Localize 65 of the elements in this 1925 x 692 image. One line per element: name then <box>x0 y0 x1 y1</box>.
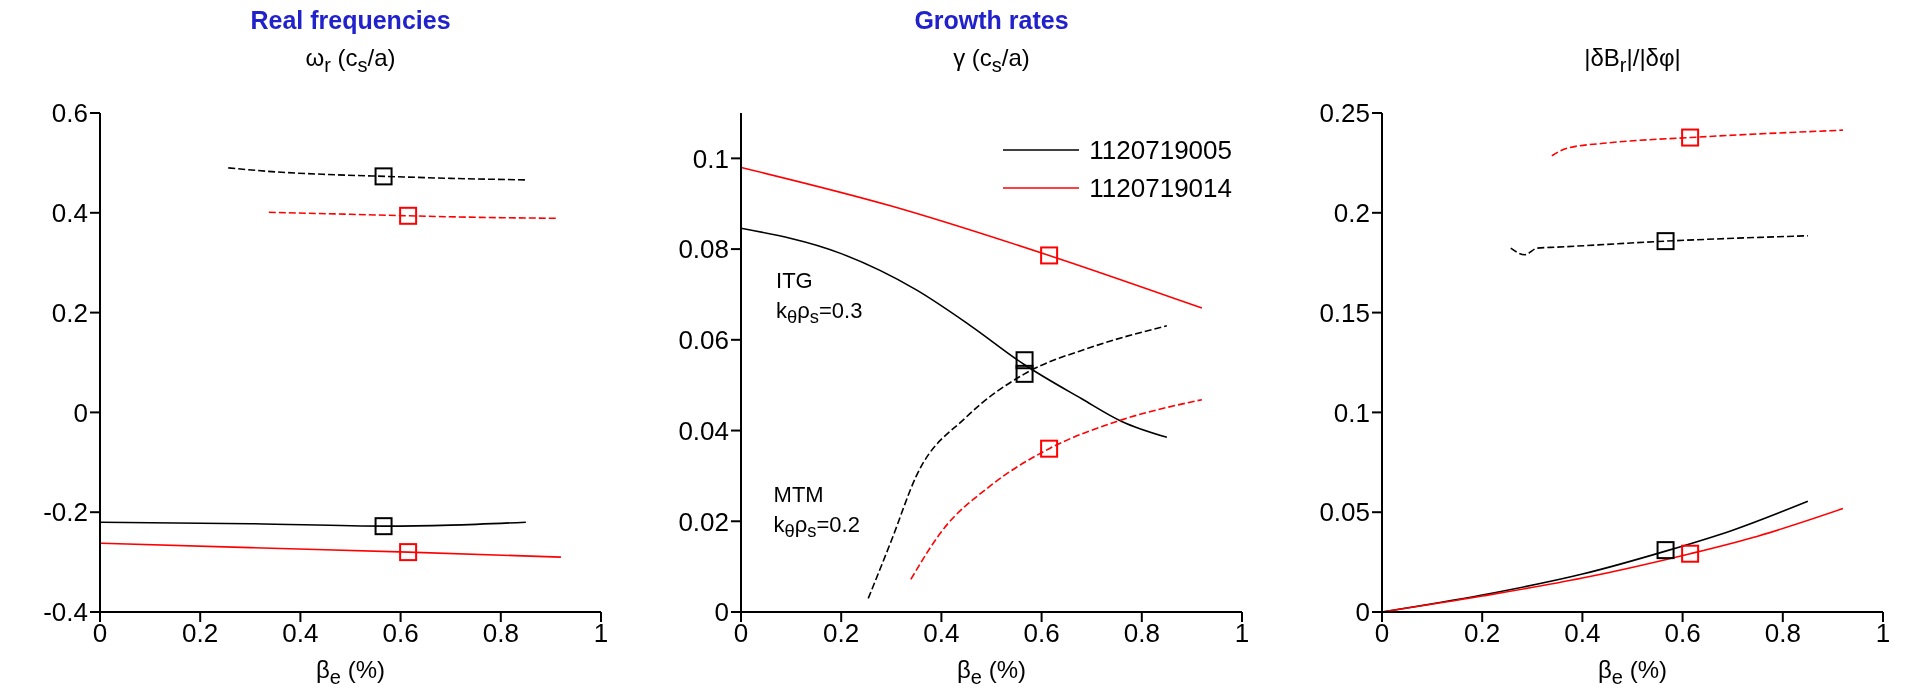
x-tick-label: 1 <box>593 618 609 649</box>
y-tick-label: 0.2 <box>1333 198 1370 229</box>
x-axis-title: β$_{e}$ (%) <box>1597 656 1668 689</box>
x-tick-label: 0.2 <box>823 618 860 649</box>
y-tick-label: 0 <box>714 597 729 628</box>
point <box>399 543 418 562</box>
y-tick-label: 0.06 <box>678 325 729 356</box>
x-tick-label: 0.6 <box>1023 618 1060 649</box>
x-tick-label: 0.4 <box>923 618 960 649</box>
x-tick-label: 0.2 <box>182 618 219 649</box>
x-axis-title: β$_{e}$ (%) <box>956 656 1027 689</box>
x-tick-label: 0.6 <box>382 618 419 649</box>
x-tick-label: 0 <box>92 618 108 649</box>
x-tick-label: 0 <box>1374 618 1390 649</box>
line-series <box>1551 129 1844 157</box>
y-tick-label: 0 <box>1355 597 1370 628</box>
point <box>1656 541 1675 560</box>
x-tick-label: 0.4 <box>1564 618 1601 649</box>
y-tick-label: 0.25 <box>1319 98 1370 129</box>
y-tick-label: 0.4 <box>51 198 88 229</box>
point <box>1040 439 1059 458</box>
chart-title: Growth rates <box>913 6 1070 35</box>
y-tick-label: 0 <box>73 397 88 428</box>
x-tick-label: 0.6 <box>1664 618 1701 649</box>
y-tick-label: 0.02 <box>678 506 729 537</box>
annotation: k$_{θ}$ρ$_{s}$=0.3 <box>776 297 863 329</box>
x-tick-label: 1 <box>1875 618 1891 649</box>
annotation: ITG <box>776 267 813 294</box>
chart-subtitle: |δB$_{r}$|/|δφ| <box>1583 44 1682 77</box>
y-tick-label: 0.1 <box>692 143 729 174</box>
line-series <box>1509 234 1809 256</box>
x-tick-label: 0.8 <box>1123 618 1160 649</box>
y-tick-label: 0.04 <box>678 415 729 446</box>
y-tick-label: 0.05 <box>1319 497 1370 528</box>
legend-label: 1120719005 <box>1089 134 1232 167</box>
point <box>1681 128 1700 147</box>
y-tick-label: 0.6 <box>51 98 88 129</box>
y-tick-label: -0.2 <box>43 497 88 528</box>
chart-subtitle: γ (c$_{s}$/a) <box>952 44 1031 77</box>
point <box>1015 364 1034 383</box>
x-tick-label: 0.8 <box>482 618 519 649</box>
x-tick-label: 0.4 <box>282 618 319 649</box>
line-series <box>910 398 1203 581</box>
x-axis-title: β$_{e}$ (%) <box>315 656 386 689</box>
point <box>1681 544 1700 563</box>
y-tick-label: 0.1 <box>1333 397 1370 428</box>
y-tick-label: 0.08 <box>678 234 729 265</box>
point <box>399 206 418 225</box>
y-tick-label: 0.2 <box>51 297 88 328</box>
y-tick-label: -0.4 <box>43 597 88 628</box>
point <box>1015 351 1034 370</box>
legend-label: 1120719014 <box>1089 172 1232 205</box>
point <box>1656 232 1675 251</box>
x-tick-label: 0.8 <box>1764 618 1801 649</box>
y-tick-label: 0.15 <box>1319 297 1370 328</box>
chart-title: Real frequencies <box>249 6 452 35</box>
chart-subtitle: ω$_{r}$ (c$_{s}$/a) <box>304 44 397 77</box>
x-tick-label: 0.2 <box>1464 618 1501 649</box>
x-tick-label: 0 <box>733 618 749 649</box>
x-tick-label: 1 <box>1234 618 1250 649</box>
point <box>1040 246 1059 265</box>
annotation: k$_{θ}$ρ$_{s}$=0.2 <box>773 512 860 543</box>
point <box>374 167 393 186</box>
annotation: MTM <box>773 482 824 509</box>
point <box>374 517 393 536</box>
